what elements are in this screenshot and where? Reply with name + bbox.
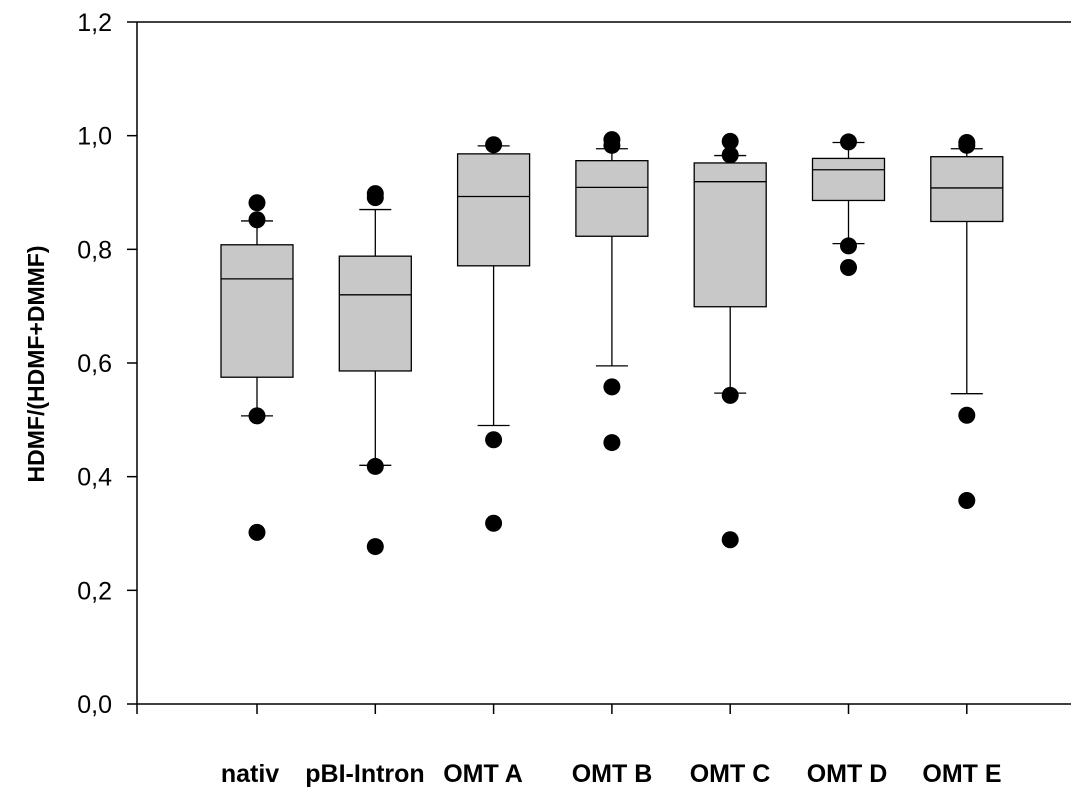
outlier-point — [603, 136, 621, 154]
y-tick-label: 0,4 — [77, 464, 112, 492]
x-category-label: OMT B — [572, 760, 653, 788]
outlier-point — [721, 132, 739, 150]
outlier-point — [248, 523, 266, 541]
outlier-point — [366, 189, 384, 207]
y-axis: 0,0 0,2 0,4 0,6 0,8 1,0 1,2 — [77, 9, 137, 719]
box-group — [338, 185, 412, 556]
y-tick-label: 1,0 — [77, 123, 112, 151]
y-tick-label: 0,2 — [77, 577, 112, 605]
box-group — [220, 194, 294, 541]
outlier-point — [840, 237, 857, 255]
outlier-point — [248, 194, 266, 212]
y-tick-label: 0,0 — [77, 691, 112, 719]
x-category-label: OMT D — [807, 760, 888, 788]
box-group — [575, 131, 649, 452]
box-group — [693, 132, 767, 549]
y-tick-label: 1,2 — [77, 9, 112, 37]
box-iqr — [338, 255, 412, 372]
x-category-label: OMT A — [443, 760, 523, 788]
outlier-point — [248, 211, 266, 229]
outlier-point — [366, 538, 384, 556]
outlier-point — [721, 531, 739, 549]
outlier-point — [958, 492, 976, 510]
box-iqr — [575, 160, 649, 237]
y-tick-label: 0,6 — [77, 350, 112, 378]
box-iqr — [456, 153, 531, 267]
outlier-point — [840, 259, 857, 277]
x-category-label: pBI-Intron — [305, 760, 424, 788]
box-iqr — [930, 156, 1004, 223]
x-category-label: OMT C — [690, 760, 771, 788]
outlier-point — [721, 386, 739, 404]
x-axis: nativ pBI-Intron OMT A OMT B OMT C OMT D OMT E — [136, 704, 1002, 788]
outlier-point — [958, 136, 976, 154]
outlier-point — [840, 133, 857, 151]
outlier-point — [248, 407, 266, 425]
y-tick-label: 0,8 — [77, 236, 112, 264]
outlier-point — [485, 136, 503, 154]
box-iqr — [811, 157, 886, 202]
box-series — [220, 131, 1004, 556]
box-iqr — [220, 244, 294, 378]
y-axis-title: HDMF/(HDMF+DMMF) — [23, 246, 49, 483]
outlier-point — [958, 406, 976, 424]
outlier-point — [721, 146, 739, 164]
outlier-point — [603, 378, 621, 396]
x-category-label: nativ — [221, 760, 279, 788]
outlier-point — [485, 431, 503, 449]
outlier-point — [603, 434, 621, 452]
box-group — [930, 133, 1004, 510]
outlier-point — [366, 457, 384, 475]
outlier-point — [485, 514, 503, 532]
box-group — [456, 136, 531, 532]
box-group — [811, 133, 886, 277]
box-iqr — [693, 162, 767, 308]
x-category-label: OMT E — [922, 760, 1001, 788]
